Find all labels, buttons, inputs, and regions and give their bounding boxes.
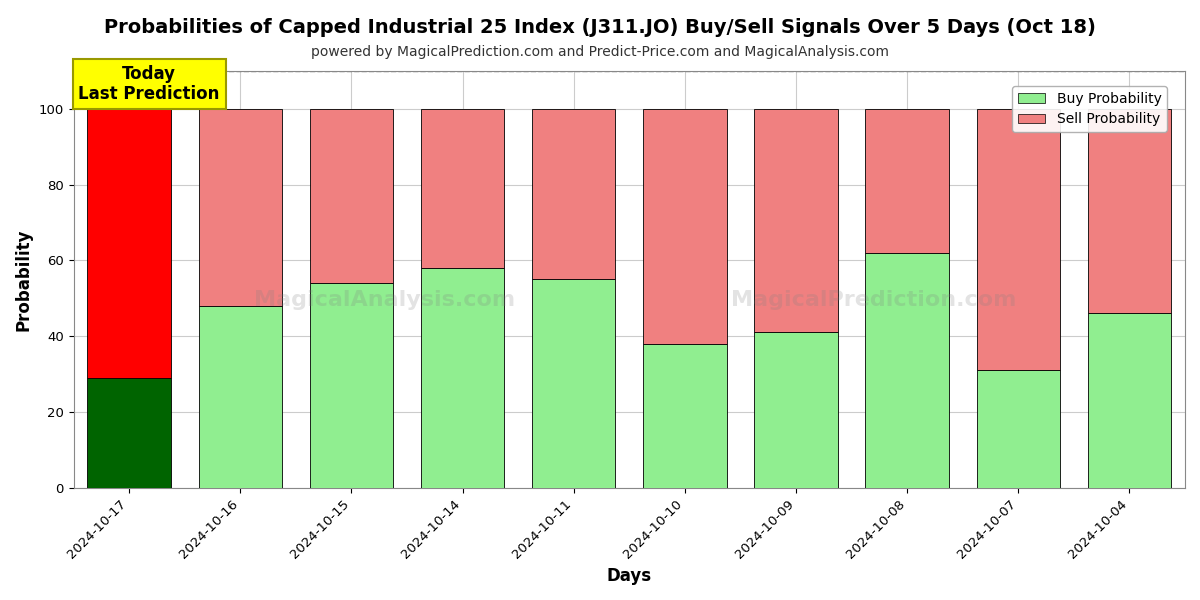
Bar xyxy=(865,109,949,253)
Bar xyxy=(421,268,504,488)
Text: powered by MagicalPrediction.com and Predict-Price.com and MagicalAnalysis.com: powered by MagicalPrediction.com and Pre… xyxy=(311,45,889,59)
Bar xyxy=(532,280,616,488)
Text: Today
Last Prediction: Today Last Prediction xyxy=(78,65,220,103)
Bar xyxy=(1087,109,1171,313)
Bar xyxy=(643,109,726,344)
Y-axis label: Probability: Probability xyxy=(16,228,34,331)
Text: MagicalAnalysis.com: MagicalAnalysis.com xyxy=(254,290,515,310)
Bar xyxy=(977,370,1060,488)
Bar xyxy=(310,283,394,488)
Text: Probabilities of Capped Industrial 25 Index (J311.JO) Buy/Sell Signals Over 5 Da: Probabilities of Capped Industrial 25 In… xyxy=(104,18,1096,37)
Bar xyxy=(198,109,282,306)
X-axis label: Days: Days xyxy=(607,567,652,585)
Bar xyxy=(421,109,504,268)
Bar xyxy=(532,109,616,280)
Bar xyxy=(198,306,282,488)
Bar xyxy=(88,378,170,488)
Bar xyxy=(977,109,1060,370)
Bar xyxy=(755,109,838,332)
Bar xyxy=(88,109,170,378)
Bar xyxy=(865,253,949,488)
Text: MagicalPrediction.com: MagicalPrediction.com xyxy=(731,290,1016,310)
Bar xyxy=(755,332,838,488)
Legend: Buy Probability, Sell Probability: Buy Probability, Sell Probability xyxy=(1012,86,1166,132)
Bar xyxy=(310,109,394,283)
Bar xyxy=(643,344,726,488)
Bar xyxy=(1087,313,1171,488)
